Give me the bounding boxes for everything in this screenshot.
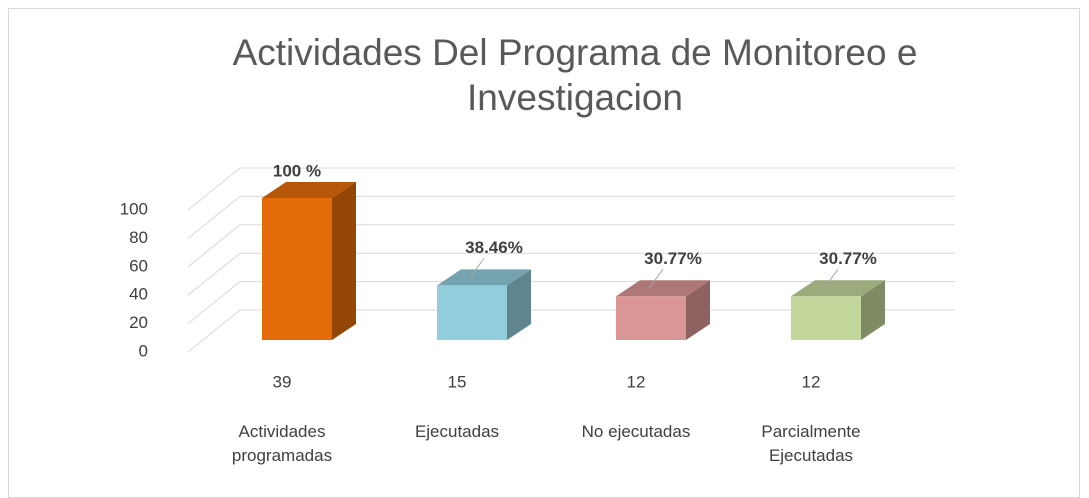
chart-title: Actividades Del Programa de Monitoreo e … — [232, 32, 918, 118]
value-label: 30.77% — [644, 249, 702, 268]
leader-line — [648, 269, 664, 289]
x-tick-label: Parcialmente Ejecutadas — [761, 422, 861, 465]
bar-face — [437, 285, 507, 340]
grid-line — [187, 281, 955, 324]
count-label: 12 — [627, 372, 646, 391]
bar — [616, 280, 710, 340]
y-tick-label: 20 — [129, 313, 148, 332]
y-tick-label: 80 — [129, 228, 148, 247]
count-label: 12 — [802, 372, 821, 391]
bar-face — [262, 198, 332, 340]
bar — [791, 280, 885, 340]
x-tick-label: No ejecutadas — [581, 422, 691, 441]
grid-line — [187, 224, 955, 268]
bar — [437, 269, 531, 340]
bar-face — [437, 269, 531, 286]
grid-line — [187, 195, 955, 239]
bar-face — [861, 280, 885, 340]
count-label: 39 — [273, 372, 292, 391]
bar-face — [507, 269, 531, 340]
y-tick-label: 0 — [139, 341, 148, 360]
bar-face — [616, 280, 710, 297]
grid-line — [187, 309, 955, 353]
y-tick-label: 60 — [129, 256, 148, 275]
bar-face — [686, 280, 710, 340]
bar-face — [791, 280, 885, 297]
bar-face — [332, 182, 356, 340]
y-tick-label: 100 — [120, 199, 148, 218]
count-label: 15 — [448, 372, 467, 391]
bar — [262, 182, 356, 340]
x-tick-label: Actividades programadas — [231, 422, 333, 465]
bar-face — [616, 296, 686, 340]
value-label: 30.77% — [819, 249, 877, 268]
value-label: 100 % — [273, 161, 321, 180]
leader-line — [469, 258, 485, 278]
leader-line — [823, 269, 839, 289]
bar-face — [791, 296, 861, 340]
x-tick-label: Ejecutadas — [414, 422, 500, 441]
y-tick-label: 40 — [129, 285, 148, 304]
value-label: 38.46% — [465, 238, 523, 257]
grid-line — [187, 252, 955, 296]
bar-face — [262, 182, 356, 198]
grid-line — [187, 167, 955, 211]
